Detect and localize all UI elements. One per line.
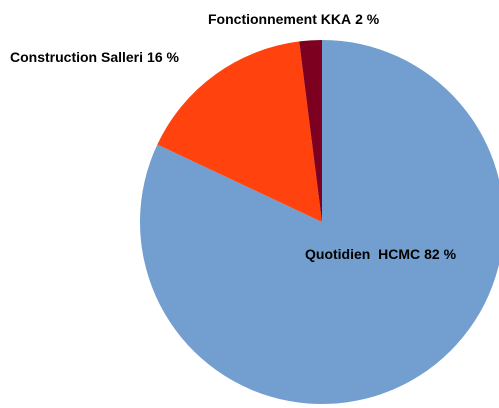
slice-name: Fonctionnement KKA bbox=[208, 11, 351, 27]
slice-name: Quotidien HCMC bbox=[305, 246, 420, 262]
slice-value: 2 % bbox=[355, 11, 380, 27]
slice-value: 16 % bbox=[147, 49, 179, 65]
slice-label: Construction Salleri 16 % bbox=[10, 49, 179, 65]
slice-label: Quotidien HCMC 82 % bbox=[305, 246, 457, 262]
slice-label: Fonctionnement KKA 2 % bbox=[208, 11, 380, 27]
pie-slice bbox=[299, 40, 322, 222]
slice-name: Construction Salleri bbox=[10, 49, 143, 65]
slice-value: 82 % bbox=[424, 246, 456, 262]
pie-slice bbox=[140, 40, 499, 404]
pie-slice bbox=[157, 41, 322, 223]
